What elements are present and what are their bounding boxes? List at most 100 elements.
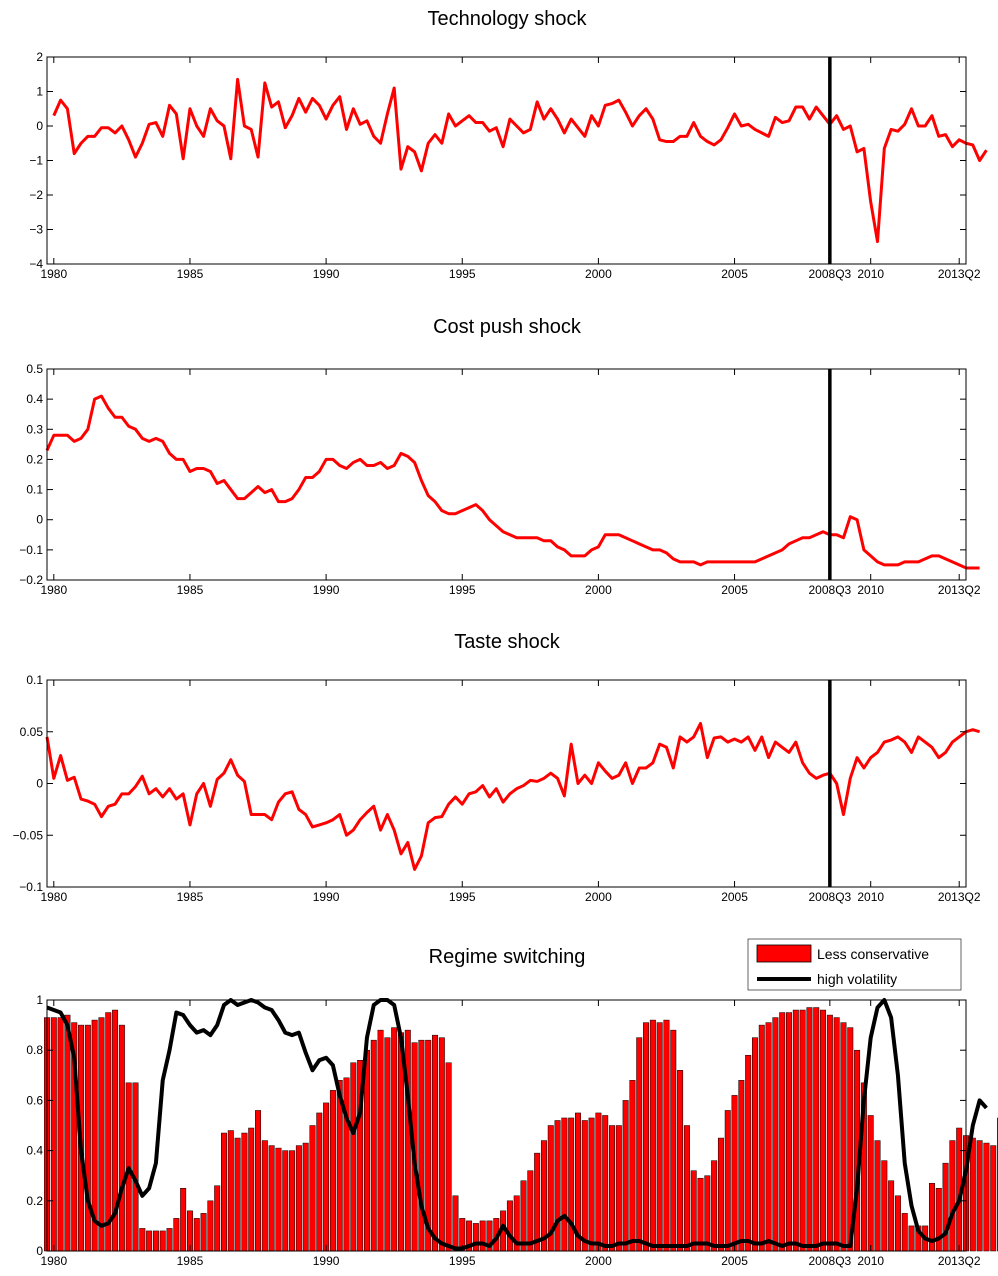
plot-area (47, 1000, 966, 1251)
x-tick-label: 2008Q3 (809, 1254, 852, 1268)
y-tick-label: 1 (36, 993, 43, 1007)
bar-less-conservative (350, 1062, 357, 1252)
bar-less-conservative (949, 1140, 956, 1252)
bar-less-conservative (677, 1070, 684, 1252)
chart-3: 0 0.2 0.4 0.6 0.8 1 1980 1985 1990 1995 2000 2005 20… (26, 993, 998, 1268)
bar-less-conservative (643, 1022, 650, 1252)
bar-less-conservative (717, 1137, 724, 1252)
bar-less-conservative (554, 1120, 561, 1252)
y-tick-label: −0.2 (19, 573, 43, 587)
x-tick-label: 1995 (449, 267, 476, 281)
y-tick-label: 0 (36, 1244, 43, 1258)
x-tick-label: 2000 (585, 1254, 612, 1268)
bar-less-conservative (799, 1009, 806, 1252)
chart-1: −0.2 −0.1 0 0.1 0.2 0.3 0.4 0.5 1980 1985 1990 1995… (19, 362, 981, 597)
x-tick-label: 1990 (313, 583, 340, 597)
legend-label-less-conservative: Less conservative (817, 946, 929, 962)
x-tick-label: 1990 (313, 267, 340, 281)
bar-less-conservative (629, 1080, 636, 1252)
x-tick-label: 1980 (40, 890, 67, 904)
bar-less-conservative (438, 1037, 445, 1252)
chart-title-regime: Regime switching (429, 946, 586, 968)
bar-less-conservative (275, 1147, 282, 1252)
bar-less-conservative (268, 1145, 275, 1252)
bar-less-conservative (146, 1230, 153, 1252)
series-line-high-volatility (46, 998, 988, 1251)
series-line (45, 721, 981, 871)
y-tick-label: 1 (36, 85, 43, 99)
x-tick-label: 2013Q2 (938, 267, 981, 281)
x-tick-label: 2008Q3 (809, 267, 852, 281)
bar-less-conservative (418, 1039, 425, 1252)
x-tick-label: 2013Q2 (938, 890, 981, 904)
bar-less-conservative (833, 1017, 840, 1252)
bar-less-conservative (445, 1062, 452, 1252)
y-tick-label: 0.2 (26, 452, 43, 466)
chart-title-taste: Taste shock (454, 631, 561, 653)
chart-2: −0.1 −0.05 0 0.05 0.1 1980 1985 1990 1995 2000 200… (13, 673, 981, 904)
x-tick-label: 2010 (857, 890, 884, 904)
bar-less-conservative (289, 1150, 296, 1252)
axes-frame (46, 368, 967, 581)
bar-less-conservative (615, 1125, 622, 1252)
y-tick-label: 0.3 (26, 422, 43, 436)
bar-less-conservative (139, 1228, 146, 1252)
bar-less-conservative (806, 1007, 813, 1252)
bar-less-conservative (329, 1090, 336, 1252)
bar-less-conservative (479, 1220, 486, 1252)
y-tick-label: 0.5 (26, 362, 43, 376)
bar-less-conservative (581, 1120, 588, 1252)
bar-less-conservative (200, 1213, 207, 1252)
bar-less-conservative (105, 1012, 112, 1252)
bar-less-conservative (820, 1009, 827, 1252)
bar-less-conservative (874, 1140, 881, 1252)
bar-less-conservative (540, 1140, 547, 1252)
bar-less-conservative (908, 1225, 915, 1252)
y-tick-label: −0.05 (13, 828, 44, 842)
y-tick-label: −0.1 (19, 543, 43, 557)
x-tick-label: 2008Q3 (809, 583, 852, 597)
bar-less-conservative (432, 1034, 438, 1252)
bar-less-conservative (656, 1022, 663, 1252)
chart-title-technology: Technology shock (428, 8, 588, 30)
bar-less-conservative (506, 1200, 513, 1252)
series-line (45, 394, 980, 570)
y-tick-label: 0.6 (26, 1093, 43, 1107)
bar-less-conservative (976, 1140, 983, 1252)
bar-less-conservative (57, 1017, 64, 1252)
y-tick-label: 0.4 (26, 1144, 43, 1158)
bar-less-conservative (888, 1180, 895, 1252)
bar-less-conservative (738, 1080, 745, 1252)
legend: Less conservative high volatility (747, 938, 962, 991)
bar-less-conservative (772, 1017, 779, 1252)
y-tick-label: 0.1 (26, 483, 43, 497)
x-tick-label: 2010 (857, 583, 884, 597)
bar-less-conservative (731, 1095, 738, 1252)
x-tick-label: 2005 (721, 890, 748, 904)
y-tick-label: 0.4 (26, 392, 43, 406)
y-tick-label: 0.2 (26, 1194, 43, 1208)
bar-less-conservative (377, 1029, 384, 1252)
bar-less-conservative (602, 1115, 609, 1252)
bar-less-conservative (527, 1170, 534, 1252)
bar-less-conservative (595, 1112, 602, 1252)
x-tick-label: 2013Q2 (938, 1254, 981, 1268)
y-tick-label: 0.8 (26, 1043, 43, 1057)
x-tick-label: 2005 (721, 267, 748, 281)
x-tick-label: 1995 (449, 583, 476, 597)
y-tick-label: −3 (29, 223, 43, 237)
bar-less-conservative (752, 1037, 758, 1252)
bar-less-conservative (697, 1177, 704, 1252)
bar-less-conservative (867, 1115, 874, 1252)
bar-less-conservative (98, 1017, 105, 1252)
y-tick-label: 0 (36, 513, 43, 527)
bar-less-conservative (391, 1027, 398, 1252)
bar-less-conservative (588, 1117, 595, 1252)
y-tick-label: 2 (36, 50, 43, 64)
x-tick-label: 2013Q2 (938, 583, 981, 597)
bar-less-conservative (745, 1054, 752, 1252)
bar-less-conservative (343, 1077, 350, 1252)
bar-less-conservative (152, 1230, 159, 1252)
legend-label-high-volatility: high volatility (817, 971, 897, 987)
bar-less-conservative (221, 1132, 227, 1252)
